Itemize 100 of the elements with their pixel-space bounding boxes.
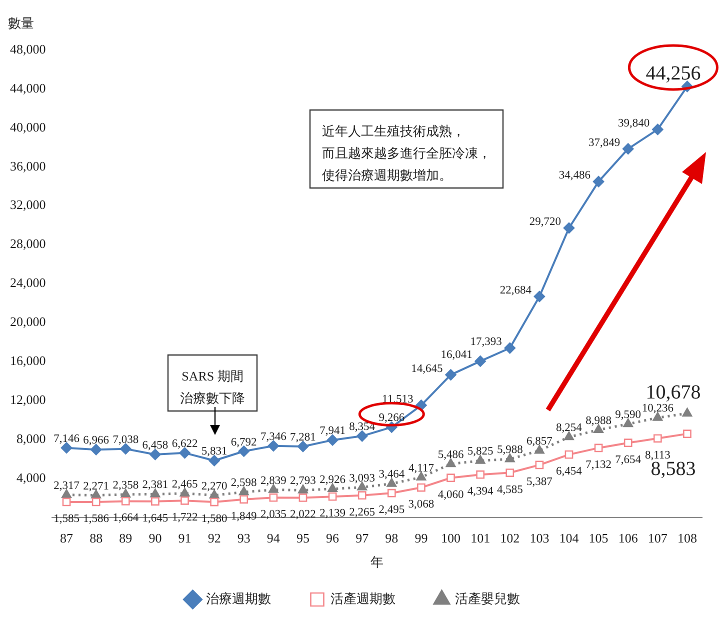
x-tick-label: 97 xyxy=(356,530,370,546)
x-tick-label: 99 xyxy=(414,530,428,546)
point xyxy=(594,444,603,452)
point xyxy=(624,438,632,448)
point xyxy=(622,143,634,154)
annotation: SARS 期間治療數下降 xyxy=(180,368,245,406)
data-label: 8,254 xyxy=(556,422,582,434)
data-label: 4,585 xyxy=(496,484,524,496)
point xyxy=(417,483,426,492)
x-tick-label: 90 xyxy=(148,530,162,546)
data-label: 22,684 xyxy=(500,284,532,297)
y-tick-label: 48,000 xyxy=(10,41,46,56)
y-tick-label: 12,000 xyxy=(10,392,46,407)
point xyxy=(298,494,308,502)
point xyxy=(387,488,396,498)
data-label: 9,266 xyxy=(378,412,405,424)
data-label: 2,793 xyxy=(290,475,316,488)
y-tick-label: 16,000 xyxy=(10,353,46,368)
legend-label: 治療週期數 xyxy=(206,590,271,606)
data-label: 7,132 xyxy=(586,458,612,471)
point xyxy=(92,498,100,506)
y-tick-label: 8,000 xyxy=(16,430,46,446)
point xyxy=(592,176,604,188)
data-label: 2,495 xyxy=(378,504,405,516)
data-label: 10,236 xyxy=(642,402,674,415)
data-label: 7,038 xyxy=(112,434,139,446)
data-label: 2,139 xyxy=(320,508,346,520)
point xyxy=(534,290,546,302)
x-tick-label: 105 xyxy=(588,530,608,546)
data-label: 5,988 xyxy=(496,444,524,456)
point xyxy=(121,497,130,506)
y-tick-label: 44,000 xyxy=(10,80,46,96)
point xyxy=(476,470,485,479)
data-label: 6,857 xyxy=(526,436,553,448)
x-tick-label: 93 xyxy=(237,530,250,546)
point xyxy=(240,495,248,504)
data-label: 5,831 xyxy=(201,446,228,458)
data-label: 3,093 xyxy=(349,472,376,484)
data-label: 6,792 xyxy=(230,436,258,448)
x-axis-title: 年 xyxy=(370,554,384,570)
point xyxy=(269,493,278,502)
data-label: 8,988 xyxy=(586,414,612,427)
y-tick-label: 32,000 xyxy=(10,197,46,212)
data-label: 34,486 xyxy=(558,170,591,182)
data-label: 1,664 xyxy=(112,512,139,524)
data-label: 9,590 xyxy=(615,409,642,422)
data-label: 1,586 xyxy=(83,512,110,525)
x-tick-label: 107 xyxy=(648,530,668,546)
data-label: 1,849 xyxy=(230,510,258,522)
point xyxy=(180,496,189,505)
point xyxy=(474,356,486,367)
data-label: 4,117 xyxy=(408,462,434,474)
x-tick-label: 96 xyxy=(326,530,340,546)
data-label: 6,458 xyxy=(142,440,168,452)
x-tick-label: 94 xyxy=(266,530,280,546)
data-label: 44,256 xyxy=(646,62,701,85)
data-label: 6,622 xyxy=(172,438,198,450)
data-label: 8,113 xyxy=(644,449,671,462)
y-tick-label: 40,000 xyxy=(10,119,46,134)
data-label: 16,041 xyxy=(440,349,473,362)
point xyxy=(210,498,218,506)
data-label: 4,394 xyxy=(467,486,494,498)
data-label: 5,387 xyxy=(526,476,553,488)
point xyxy=(683,430,692,438)
point xyxy=(504,342,516,354)
data-label: 1,585 xyxy=(54,512,80,525)
point xyxy=(151,497,160,506)
data-label: 2,381 xyxy=(142,479,168,492)
data-label: 2,271 xyxy=(83,480,110,492)
x-tick-label: 104 xyxy=(559,530,580,546)
data-label: 6,454 xyxy=(556,466,582,478)
data-label: 2,265 xyxy=(349,506,376,518)
data-label: 14,645 xyxy=(411,362,444,375)
x-tick-label: 101 xyxy=(470,530,490,546)
data-label: 8,354 xyxy=(349,421,376,434)
data-label: 39,840 xyxy=(618,117,650,130)
y-tick-label: 20,000 xyxy=(10,314,46,330)
x-tick-label: 87 xyxy=(60,530,74,546)
point xyxy=(62,498,71,506)
point xyxy=(358,491,366,500)
legend-label: 活產週期數 xyxy=(330,590,396,606)
point xyxy=(506,468,514,477)
point xyxy=(563,222,575,234)
y-tick-label: 36,000 xyxy=(10,158,46,174)
data-label: 2,270 xyxy=(201,480,228,492)
y-tick-label: 28,000 xyxy=(10,236,46,252)
data-label: 5,486 xyxy=(438,448,464,461)
y-tick-label: 24,000 xyxy=(10,275,46,290)
point xyxy=(328,492,337,501)
x-tick-label: 108 xyxy=(677,530,697,546)
y-axis-title: 數量 xyxy=(8,15,34,30)
x-tick-label: 88 xyxy=(90,530,103,546)
data-label: 7,346 xyxy=(260,430,287,443)
point xyxy=(535,460,544,470)
data-label: 4,060 xyxy=(438,488,464,501)
data-label: 2,598 xyxy=(230,477,258,490)
data-label: 2,926 xyxy=(320,474,346,486)
data-label: 37,849 xyxy=(588,136,620,149)
y-tick-label: 4,000 xyxy=(16,470,46,485)
data-label: 6,966 xyxy=(83,434,110,447)
